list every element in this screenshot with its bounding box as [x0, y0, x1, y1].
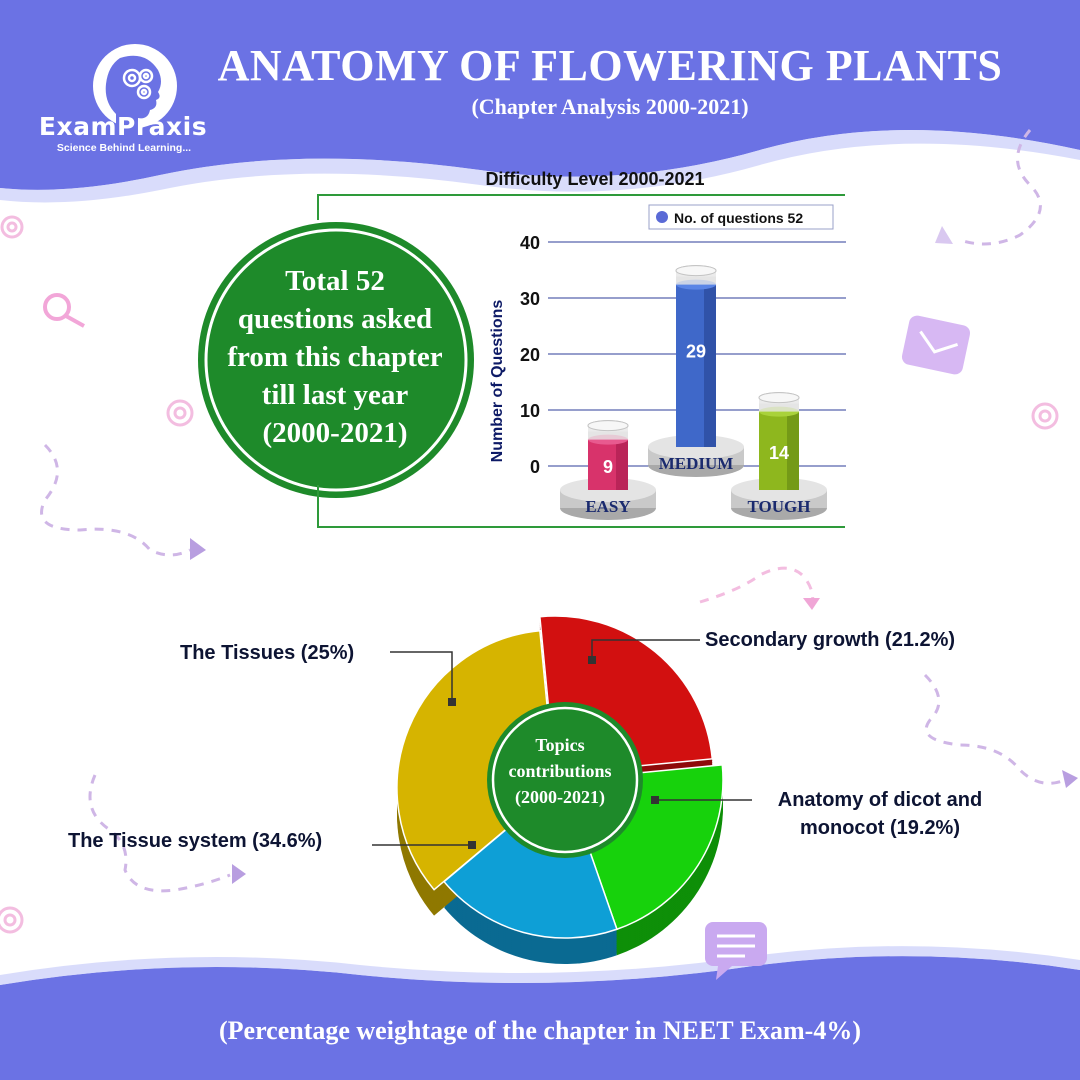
dashed-doodle: [699, 566, 815, 605]
leader-dot: [448, 698, 456, 706]
page-subtitle: (Chapter Analysis 2000-2021): [471, 94, 749, 119]
y-tick-label: 30: [520, 289, 540, 309]
arrow-doodle-icon: [803, 598, 820, 610]
difficulty-bar-chart: 0 10 20 30 40 9 EASY 29 MEDIUM 14 TOUGH No. of qu…: [317, 194, 846, 528]
pie-center-ring: [491, 706, 639, 854]
bar-value-label: 14: [769, 443, 789, 463]
chat-bubble-icon: [705, 922, 767, 980]
bar-value-label: 29: [686, 342, 706, 362]
y-tick-label: 0: [530, 457, 540, 477]
arrow-doodle-icon: [1062, 770, 1078, 788]
brand-name: ExamPraxis: [38, 112, 208, 141]
pie-center-disc: [487, 702, 643, 858]
summary-line: questions asked: [237, 303, 433, 335]
leader-line: [591, 639, 700, 660]
y-tick-label: 20: [520, 345, 540, 365]
pie-center-label: Topics contributions (2000-2021): [490, 732, 630, 810]
center-label-line: (2000-2021): [515, 787, 605, 807]
bar-tough: [758, 392, 800, 490]
x-tick-label: TOUGH: [748, 497, 811, 516]
brain-gear-logo-icon: [93, 44, 177, 128]
pie-label-dicot-monocot: Anatomy of dicot and monocot (19.2%): [777, 789, 983, 839]
legend-marker: [656, 211, 668, 223]
header-wave-light: [0, 130, 1080, 203]
dashed-doodle: [959, 129, 1042, 246]
y-tick-label: 10: [520, 401, 540, 421]
summary-line: (2000-2021): [262, 417, 408, 449]
leader-dot: [651, 796, 659, 804]
chart-frame: [317, 485, 845, 528]
arrow-doodle-icon: [190, 538, 206, 560]
search-icon: [43, 293, 85, 328]
leader-line: [390, 651, 453, 702]
center-label-line: Topics: [535, 735, 585, 755]
footer-wave-light: [0, 946, 1080, 985]
header-band: [0, 0, 1080, 190]
bar-value-label: 9: [603, 457, 613, 477]
envelope-icon: [901, 315, 971, 375]
arrow-doodle-icon: [935, 226, 953, 244]
summary-circle: [198, 222, 474, 498]
summary-line: Total 52: [285, 265, 385, 297]
brand-tagline: Science Behind Learning...: [56, 142, 192, 154]
summary-line: from this chapter: [227, 341, 443, 373]
legend-box: [648, 204, 834, 230]
y-axis-label: Number of Questions: [489, 300, 506, 463]
x-tick-label: MEDIUM: [659, 454, 734, 473]
bar-easy: [587, 420, 629, 490]
x-tick-label: EASY: [585, 497, 630, 516]
topics-pie-chart: [372, 615, 752, 964]
footer-band: [0, 956, 1080, 1080]
leader-dot: [468, 841, 476, 849]
gear-icon: [0, 215, 1059, 934]
center-label-line: contributions: [508, 761, 612, 781]
pie-label-tissues: The Tissues (25%): [180, 642, 355, 664]
dashed-doodle: [88, 774, 231, 893]
leader-dot: [588, 656, 596, 664]
dashed-doodle: [40, 443, 191, 557]
dashed-doodle: [923, 673, 1066, 785]
footer-note: (Percentage weightage of the chapter in …: [219, 1016, 861, 1045]
chart-frame: [317, 194, 845, 220]
pie-label-secondary-growth: Secondary growth (21.2%): [705, 629, 956, 651]
bar-chart-title: Difficulty Level 2000-2021: [485, 169, 705, 189]
pie-label-tissue-system: The Tissue system (34.6%): [68, 830, 323, 852]
bar-medium: [675, 265, 717, 447]
summary-text: Total 52 questions asked from this chapt…: [210, 262, 460, 452]
pie-slice-tissue-system: [396, 629, 556, 891]
arrow-doodle-icon: [232, 864, 246, 884]
y-tick-label: 40: [520, 233, 540, 253]
legend-label: No. of questions 52: [674, 210, 803, 226]
summary-line: till last year: [261, 379, 409, 411]
page-title: ANATOMY OF FLOWERING PLANTS: [217, 41, 1003, 90]
